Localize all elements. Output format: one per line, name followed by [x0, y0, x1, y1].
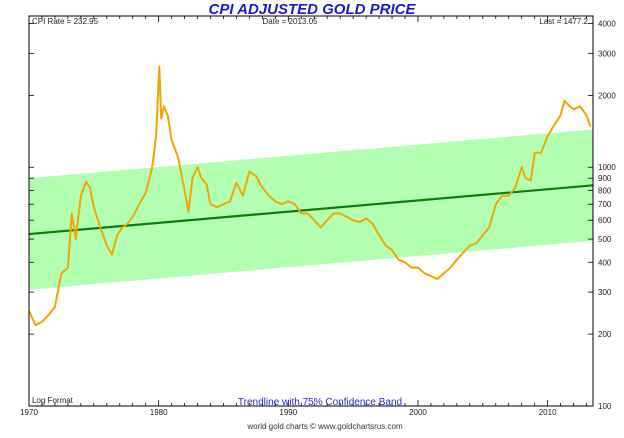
y-tick-label: 900 [598, 174, 612, 183]
y-tick-label: 600 [598, 216, 612, 225]
y-tick-label: 800 [598, 186, 612, 195]
price-series-layer [28, 65, 592, 327]
cpi-rate-label: CPI Rate = 232.95 [32, 17, 99, 26]
y-tick-label: 400 [598, 258, 612, 267]
y-tick-label: 4000 [598, 19, 616, 28]
date-label: Date = 2013.05 [263, 17, 318, 26]
x-tick-label: 1970 [20, 408, 38, 417]
x-tick-labels: 1970 1980 1990 2000 2010 [20, 408, 557, 417]
x-tick-label: 2000 [409, 408, 427, 417]
x-tick-label: 2010 [539, 408, 557, 417]
y-tick-label: 1000 [598, 163, 616, 172]
y-tick-label: 700 [598, 200, 612, 209]
y-tick-label: 3000 [598, 49, 616, 58]
log-format-label: Log Format [32, 396, 74, 405]
footer-credit: world gold charts © www.goldchartsrus.co… [246, 422, 403, 431]
y-tick-label: 300 [598, 288, 612, 297]
plot-frame [28, 15, 594, 407]
y-tick-label: 2000 [598, 91, 616, 100]
y-tick-label: 500 [598, 235, 612, 244]
x-tick-label: 1990 [279, 408, 297, 417]
x-tick-label: 1980 [150, 408, 168, 417]
y-tick-labels: 100 200 300 400 500 600 700 800 900 1000 2000 3000 4… [598, 19, 616, 411]
trendline-annotation: Trendline with 75% Confidence Band [238, 397, 402, 408]
y-tick-label: 200 [598, 330, 612, 339]
last-price-label: Last = 1477.2 [539, 17, 588, 26]
gold-price-line [28, 65, 592, 327]
chart-title: CPI ADJUSTED GOLD PRICE [209, 1, 417, 18]
y-tick-label: 100 [598, 402, 612, 411]
